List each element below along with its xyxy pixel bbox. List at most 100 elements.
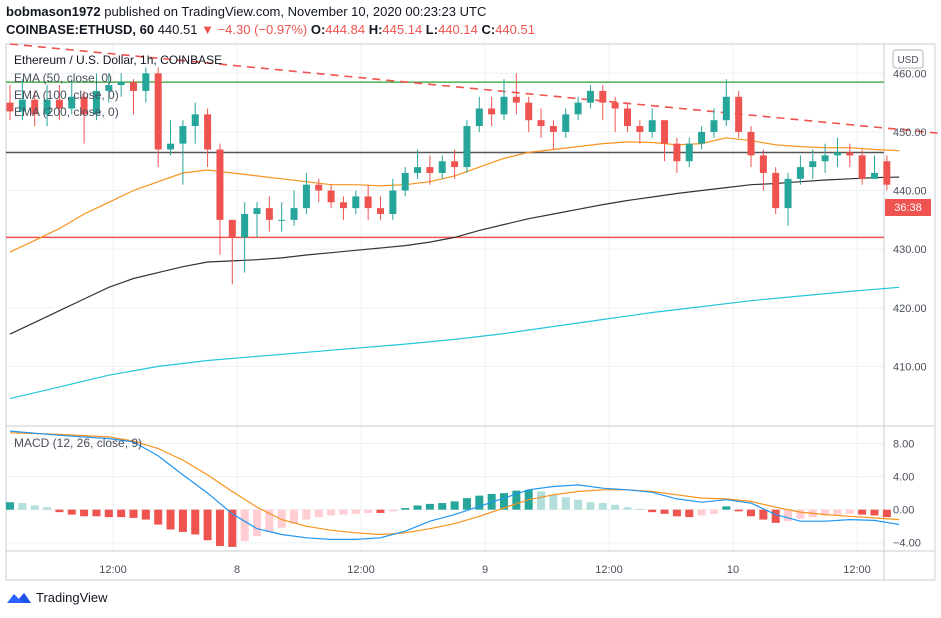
candle-body xyxy=(549,126,557,132)
candle-body xyxy=(586,90,594,103)
candle-body xyxy=(809,161,817,168)
macd-bar xyxy=(6,502,14,510)
candle-body xyxy=(414,167,422,173)
legend-macd[interactable]: MACD (12, 26, close, 9) xyxy=(14,436,143,450)
currency-badge xyxy=(892,49,924,69)
low-label: L: xyxy=(425,22,439,37)
macd-bar xyxy=(80,509,89,517)
macd-bar xyxy=(586,502,595,510)
tradingview-logo-icon xyxy=(7,592,31,603)
macd-signal-line xyxy=(9,432,900,536)
macd-bar xyxy=(796,509,805,519)
candle-body xyxy=(685,143,693,162)
macd-bar xyxy=(203,509,212,541)
price-tick-5: 460.00 xyxy=(893,68,927,80)
legend-ema200[interactable]: EMA (200, close, 0) xyxy=(14,105,119,119)
macd-bar xyxy=(833,509,842,515)
candle-body xyxy=(636,126,644,132)
candle-body xyxy=(599,90,607,103)
macd-bar xyxy=(166,509,175,530)
macd-bar xyxy=(870,509,879,516)
candle-body xyxy=(228,219,236,238)
candle-body xyxy=(389,190,397,214)
candle-body xyxy=(290,208,298,220)
macd-bar xyxy=(858,509,867,515)
macd-bar xyxy=(450,501,459,510)
footer-brand[interactable]: TradingView xyxy=(6,590,108,605)
candle-body xyxy=(796,167,804,179)
ema100-line xyxy=(9,176,900,335)
tradingview-brand: TradingView xyxy=(36,590,108,605)
trendline-dashed xyxy=(9,43,941,135)
macd-bar xyxy=(500,493,508,510)
candle-body xyxy=(759,155,767,173)
candle-body xyxy=(18,99,26,112)
candle-body xyxy=(92,90,100,115)
open-value: 444.84 xyxy=(325,22,366,37)
macd-bar xyxy=(240,509,249,542)
open-label: O: xyxy=(310,22,326,37)
macd-bar xyxy=(747,509,755,517)
candle-body xyxy=(401,172,409,191)
change-value: −4.30 (−0.97%) xyxy=(217,22,308,37)
legend-ema50[interactable]: EMA (50, close, 0) xyxy=(14,71,113,85)
high-value: 445.14 xyxy=(382,22,423,37)
candle-body xyxy=(253,208,261,214)
candle-body xyxy=(315,184,323,191)
candle-body xyxy=(216,149,224,220)
macd-bar xyxy=(339,509,348,515)
candle-body xyxy=(327,190,335,203)
candle-body xyxy=(784,178,792,209)
publish-line: bobmason1972 published on TradingView.co… xyxy=(6,4,486,19)
candle-body xyxy=(735,96,743,132)
price-tick-4: 450.00 xyxy=(893,127,927,139)
macd-bar xyxy=(771,509,780,523)
candle-body xyxy=(624,108,631,127)
candle-body xyxy=(858,155,866,179)
time-tick-4: 12:00 xyxy=(595,564,623,576)
macd-bar xyxy=(191,509,200,535)
macd-bar xyxy=(55,509,64,513)
candle-body xyxy=(31,99,39,115)
time-tick-5: 10 xyxy=(727,564,739,576)
macd-bar xyxy=(882,509,891,518)
candle-body xyxy=(525,102,533,121)
macd-bar xyxy=(672,509,681,517)
macd-bar xyxy=(845,509,854,514)
candle-body xyxy=(673,143,681,162)
close-value: 440.51 xyxy=(495,22,535,37)
macd-bar xyxy=(549,494,558,510)
legend-title: Ethereum / U.S. Dollar, 1h, COINBASE xyxy=(14,53,223,67)
macd-tick-1: 0.00 xyxy=(893,505,914,517)
macd-bar xyxy=(648,509,657,513)
candle-body xyxy=(562,114,570,132)
candle-body xyxy=(488,108,496,115)
candle-body xyxy=(426,167,434,173)
macd-bar xyxy=(722,506,731,510)
legend-ema100[interactable]: EMA (100, close, 0) xyxy=(14,88,119,102)
candle-body xyxy=(475,108,483,127)
candle-body xyxy=(846,152,854,156)
candle-body xyxy=(154,73,162,150)
candle-body xyxy=(117,82,125,86)
candle-body xyxy=(722,96,730,121)
candle-body xyxy=(883,161,891,185)
macd-bar xyxy=(117,509,126,518)
macd-line xyxy=(9,430,900,541)
macd-bar xyxy=(709,509,718,514)
macd-bar xyxy=(635,508,644,510)
candle-body xyxy=(611,102,619,109)
macd-bar xyxy=(685,509,694,518)
candle-body xyxy=(574,102,582,115)
macd-bar xyxy=(821,509,830,516)
macd-bar xyxy=(314,509,323,518)
candle-body xyxy=(55,99,63,109)
candle-body xyxy=(537,120,545,127)
macd-bar xyxy=(228,509,237,547)
candle-body xyxy=(710,120,718,132)
publisher-name[interactable]: bobmason1972 xyxy=(6,4,101,19)
published-text: published on TradingView.com, November 1… xyxy=(104,4,487,19)
macd-bar xyxy=(92,509,101,517)
ohlc-line: COINBASE:ETHUSD, 60 440.51 ▼ −4.30 (−0.9… xyxy=(6,22,535,37)
candle-body xyxy=(772,172,780,209)
